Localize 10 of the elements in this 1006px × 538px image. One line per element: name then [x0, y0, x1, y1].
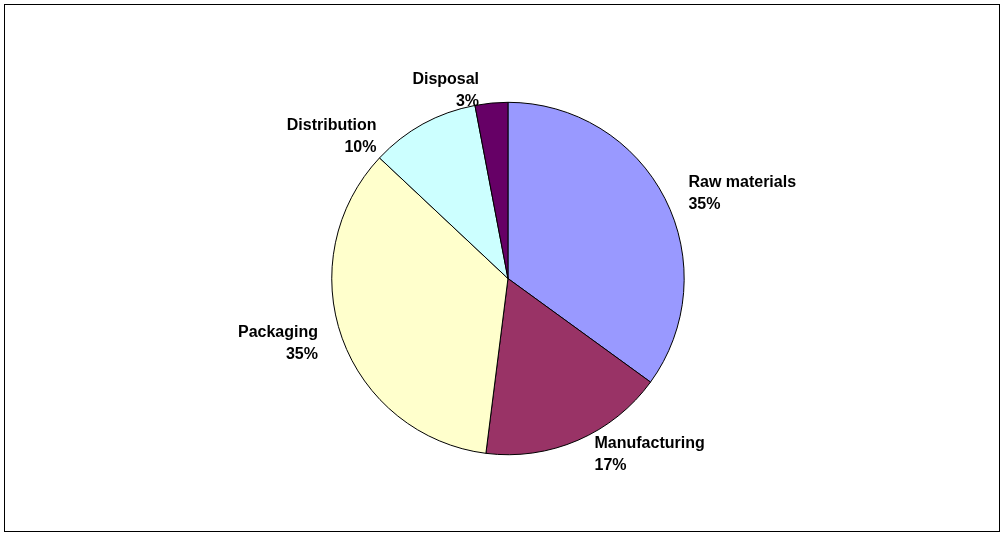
slice-label: Manufacturing: [594, 433, 705, 451]
data-label: 35%: [285, 345, 318, 363]
data-label: 3%: [455, 91, 480, 109]
slice-label: Raw materials: [688, 172, 797, 190]
data-label: 17%: [594, 455, 627, 473]
slice-label: Disposal: [412, 69, 480, 87]
data-label: 10%: [344, 137, 377, 155]
data-label: 35%: [688, 194, 721, 212]
slice-label: Distribution: [286, 115, 377, 133]
slice-label: Packaging: [237, 323, 318, 341]
